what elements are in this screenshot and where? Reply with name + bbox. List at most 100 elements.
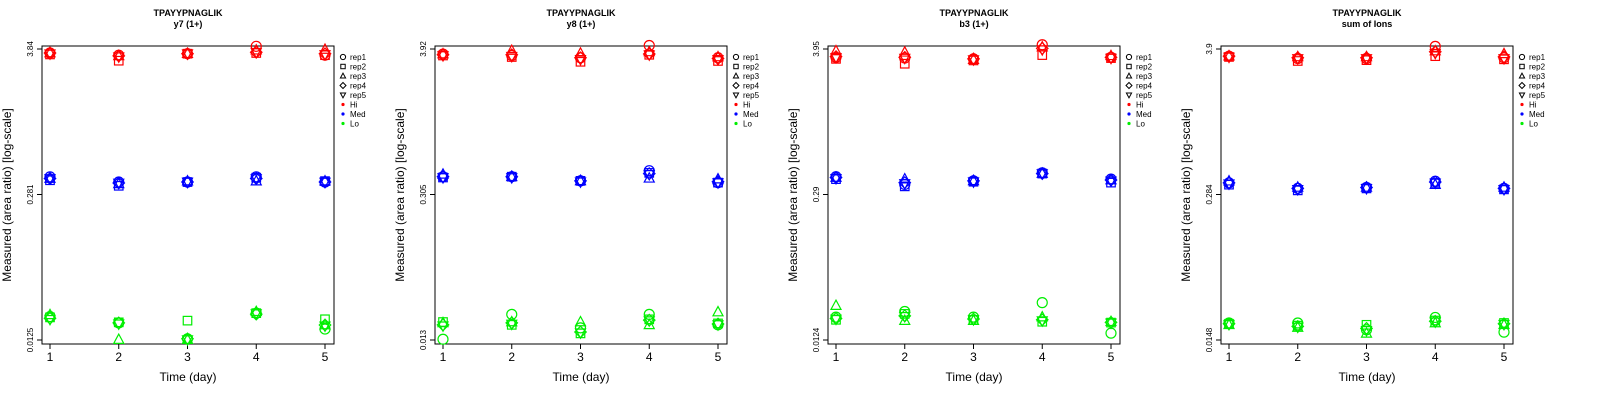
legend-label-rep4: rep4	[1529, 82, 1546, 91]
legend-label-hi: Hi	[350, 101, 358, 110]
data-point-med-rep5	[1104, 176, 1118, 188]
legend-marker-rep4	[339, 81, 347, 90]
legend-marker-rep4	[732, 81, 740, 90]
y-tick-label: 0.0124	[812, 327, 821, 352]
legend-label-med: Med	[1136, 110, 1152, 119]
data-point-lo-rep1	[506, 308, 518, 320]
legend-marker-hi	[1520, 102, 1524, 107]
chart-title: TPAYYPNAGLIK	[153, 8, 223, 18]
legend-marker-rep4	[1125, 81, 1133, 90]
data-point-hi-rep5	[574, 54, 587, 67]
data-point-lo-rep5	[181, 335, 194, 347]
data-point-lo-rep5	[250, 309, 263, 321]
data-point-hi-rep3	[318, 42, 332, 54]
legend-marker-med	[1127, 112, 1131, 116]
legend-label-lo: Lo	[350, 120, 359, 129]
x-tick-label: 3	[184, 350, 191, 364]
legend-label-rep4: rep4	[1136, 82, 1153, 91]
data-point-med-rep5	[505, 173, 518, 185]
data-point-hi-rep3	[1104, 49, 1118, 61]
data-point-med-rep5	[829, 173, 843, 186]
legend-label-rep1: rep1	[1529, 53, 1546, 62]
legend-label-rep1: rep1	[743, 53, 760, 62]
data-point-hi-rep5	[1036, 45, 1049, 57]
legend-label-rep2: rep2	[1529, 63, 1546, 72]
data-point-med-rep5	[967, 177, 980, 189]
legend-marker-lo	[1127, 121, 1131, 126]
data-point-lo-rep5	[112, 319, 125, 331]
legend-marker-rep2	[1126, 63, 1132, 70]
x-axis-label: Time (day)	[160, 370, 217, 384]
data-point-med-rep5	[181, 177, 194, 189]
y-tick-label: 0.0125	[26, 327, 35, 352]
data-point-lo-rep5	[1497, 319, 1511, 332]
data-point-hi-rep5	[1291, 54, 1304, 66]
plot-frame	[434, 45, 728, 345]
legend-label-rep3: rep3	[1136, 72, 1153, 81]
x-tick-label: 2	[115, 350, 122, 364]
data-point-lo-rep3	[181, 332, 194, 344]
data-point-lo-rep3	[1104, 314, 1118, 327]
data-point-med-rep5	[574, 177, 587, 189]
legend-marker-rep1	[339, 53, 347, 61]
data-point-med-rep5	[1291, 185, 1304, 197]
x-axis-label: Time (day)	[946, 370, 1003, 384]
data-point-med-rep3	[43, 171, 57, 183]
data-point-lo-rep5	[505, 319, 518, 331]
data-point-hi-rep2	[1430, 51, 1441, 62]
y-tick-label: 3.92	[419, 41, 428, 57]
data-point-lo-rep5	[574, 328, 587, 340]
x-tick-label: 3	[970, 350, 977, 364]
data-point-hi-rep5	[112, 52, 125, 64]
chart-title: TPAYYPNAGLIK	[546, 8, 616, 18]
data-point-med-rep3	[1497, 180, 1511, 192]
data-point-med-rep3	[1104, 173, 1118, 185]
x-axis-label: Time (day)	[1339, 370, 1396, 384]
data-point-hi-rep3	[1222, 49, 1236, 61]
data-point-lo-rep3	[829, 298, 843, 310]
y-axis-label: Measured (area ratio) [log-scale]	[1179, 108, 1193, 281]
legend-marker-lo	[341, 121, 345, 126]
legend-label-rep5: rep5	[743, 91, 760, 100]
data-point-lo-rep1	[899, 305, 911, 318]
data-point-hi-rep3	[181, 46, 194, 59]
legend-marker-hi	[1127, 102, 1131, 107]
legend-label-hi: Hi	[1529, 101, 1537, 110]
data-point-lo-rep5	[829, 314, 843, 326]
data-point-lo-rep2	[1106, 317, 1116, 328]
x-tick-label: 5	[715, 350, 722, 364]
legend-marker-rep3	[339, 72, 347, 79]
legend-marker-rep5	[339, 92, 347, 99]
legend-label-rep5: rep5	[1529, 91, 1546, 100]
legend-label-rep1: rep1	[350, 53, 367, 62]
legend-marker-rep3	[1125, 72, 1133, 79]
data-point-med-rep5	[1222, 179, 1236, 191]
legend-label-lo: Lo	[743, 120, 752, 129]
legend-label-rep2: rep2	[350, 63, 367, 72]
data-point-hi-rep3	[505, 43, 518, 55]
data-point-hi-rep5	[1360, 54, 1373, 66]
legend-label-rep3: rep3	[743, 72, 760, 81]
legend-marker-rep1	[1125, 53, 1133, 61]
x-tick-label: 1	[833, 350, 840, 364]
data-point-lo-rep5	[1104, 318, 1118, 330]
y-tick-label: 0.0148	[1205, 327, 1214, 352]
data-point-hi-rep3	[898, 45, 911, 57]
legend-label-med: Med	[743, 110, 759, 119]
legend-marker-rep2	[340, 63, 346, 70]
data-point-lo-rep5	[43, 314, 57, 327]
data-point-med-rep5	[318, 177, 332, 189]
x-tick-label: 5	[322, 350, 329, 364]
data-point-lo-rep5	[1360, 326, 1373, 338]
data-point-hi-rep5	[1497, 54, 1511, 66]
x-tick-label: 2	[901, 350, 908, 364]
y-axis-label: Measured (area ratio) [log-scale]	[786, 108, 800, 281]
data-point-hi-rep3	[1429, 44, 1442, 56]
data-point-med-rep5	[1497, 185, 1511, 197]
data-point-lo-rep5	[318, 321, 332, 333]
data-point-hi-rep5	[643, 50, 656, 62]
data-point-lo-rep5	[643, 316, 656, 328]
